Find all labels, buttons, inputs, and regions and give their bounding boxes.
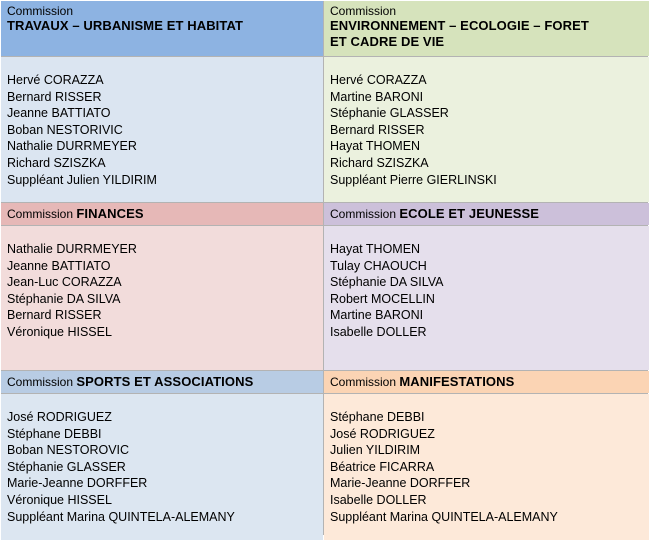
member-name: Isabelle DOLLER	[330, 324, 427, 339]
member-name: José RODRIGUEZ	[7, 410, 112, 424]
member-name: Julien YILDIRIM	[330, 443, 421, 458]
commission-environnement-members: Hervé CORAZZA Martine BARONI Stéphanie GLA…	[324, 57, 649, 202]
member-name: José RODRIGUEZ	[330, 426, 435, 441]
member-name: Boban NESTOROVIC	[7, 443, 130, 458]
member-name: Stéphanie GLASSER	[330, 106, 449, 121]
member-name: Boban NESTORIVIC	[7, 122, 123, 137]
commission-prefix: Commission	[330, 375, 397, 389]
member-name: Suppléant Marina QUINTELA-ALEMANY	[7, 509, 235, 524]
commission-travaux-header: Commission TRAVAUX – URBANISME ET HABITA…	[1, 1, 323, 56]
commission-sports-members: José RODRIGUEZ Stéphane DEBBI Boban NESTOR…	[1, 394, 323, 540]
member-name: Jeanne BATTIATO	[7, 106, 111, 121]
commission-prefix: Commission	[7, 207, 74, 221]
member-name: Isabelle DOLLER	[330, 492, 427, 507]
member-name: Jean-Luc CORAZZA	[7, 275, 122, 290]
member-name: Richard SZISZKA	[330, 155, 429, 170]
member-name: Marie-Jeanne DORFFER	[330, 476, 471, 491]
member-name: Suppléant Julien YILDIRIM	[7, 172, 157, 187]
member-name: Béatrice FICARRA	[330, 459, 435, 474]
member-name: Véronique HISSEL	[7, 324, 112, 339]
commission-prefix: Commission	[7, 375, 74, 389]
commission-title: MANIFESTATIONS	[399, 374, 515, 389]
member-name: Martine BARONI	[330, 89, 424, 104]
member-name: Richard SZISZKA	[7, 155, 106, 170]
commission-title-line2: ET CADRE DE VIE	[330, 34, 445, 49]
member-name: Stéphane DEBBI	[330, 410, 425, 424]
commission-finances-members: Nathalie DURRMEYER Jeanne BATTIATO Jean-Lu…	[1, 226, 323, 370]
commission-title: FINANCES	[76, 206, 144, 221]
member-name: Hervé CORAZZA	[330, 73, 427, 87]
commission-ecole-members: Hayat THOMEN Tulay CHAOUCH Stéphanie DA SI…	[324, 226, 649, 370]
member-name: Bernard RISSER	[7, 89, 102, 104]
commission-manifestations-members: Stéphane DEBBI José RODRIGUEZ Julien YILDI…	[324, 394, 649, 540]
member-name: Stéphanie DA SILVA	[330, 275, 444, 290]
member-name: Hayat THOMEN	[330, 139, 421, 154]
member-name: Suppléant Pierre GIERLINSKI	[330, 172, 497, 187]
commission-manifestations-header: Commission MANIFESTATIONS	[324, 371, 649, 393]
commission-title: TRAVAUX – URBANISME ET HABITAT	[7, 18, 244, 33]
member-name: Marie-Jeanne DORFFER	[7, 476, 148, 491]
member-name: Tulay CHAOUCH	[330, 258, 427, 273]
member-name: Hayat THOMEN	[330, 242, 421, 256]
member-name: Suppléant Marina QUINTELA-ALEMANY	[330, 509, 558, 524]
commission-prefix: Commission	[330, 4, 397, 18]
member-name: Stéphanie DA SILVA	[7, 291, 121, 306]
member-name: Véronique HISSEL	[7, 492, 112, 507]
commission-environnement-header: Commission ENVIRONNEMENT – ECOLOGIE – FO…	[324, 1, 649, 56]
member-name: Stéphane DEBBI	[7, 426, 102, 441]
member-name: Stéphanie GLASSER	[7, 459, 126, 474]
commission-sports-header: Commission SPORTS ET ASSOCIATIONS	[1, 371, 323, 393]
commission-title-line1: ENVIRONNEMENT – ECOLOGIE – FORET	[330, 18, 589, 33]
commission-prefix: Commission	[7, 4, 74, 18]
commission-prefix: Commission	[330, 207, 397, 221]
member-name: Nathalie DURRMEYER	[7, 139, 137, 154]
member-name: Bernard RISSER	[330, 122, 425, 137]
commission-finances-header: Commission FINANCES	[1, 203, 323, 225]
commission-ecole-header: Commission ECOLE ET JEUNESSE	[324, 203, 649, 225]
member-name: Robert MOCELLIN	[330, 291, 435, 306]
commission-title: SPORTS ET ASSOCIATIONS	[76, 374, 254, 389]
member-name: Nathalie DURRMEYER	[7, 242, 137, 256]
commission-travaux-members: Hervé CORAZZA Bernard RISSER Jeanne BATTIA…	[1, 57, 323, 202]
member-name: Hervé CORAZZA	[7, 73, 104, 87]
commission-title: ECOLE ET JEUNESSE	[399, 206, 540, 221]
member-name: Bernard RISSER	[7, 308, 102, 323]
member-name: Martine BARONI	[330, 308, 424, 323]
member-name: Jeanne BATTIATO	[7, 258, 111, 273]
